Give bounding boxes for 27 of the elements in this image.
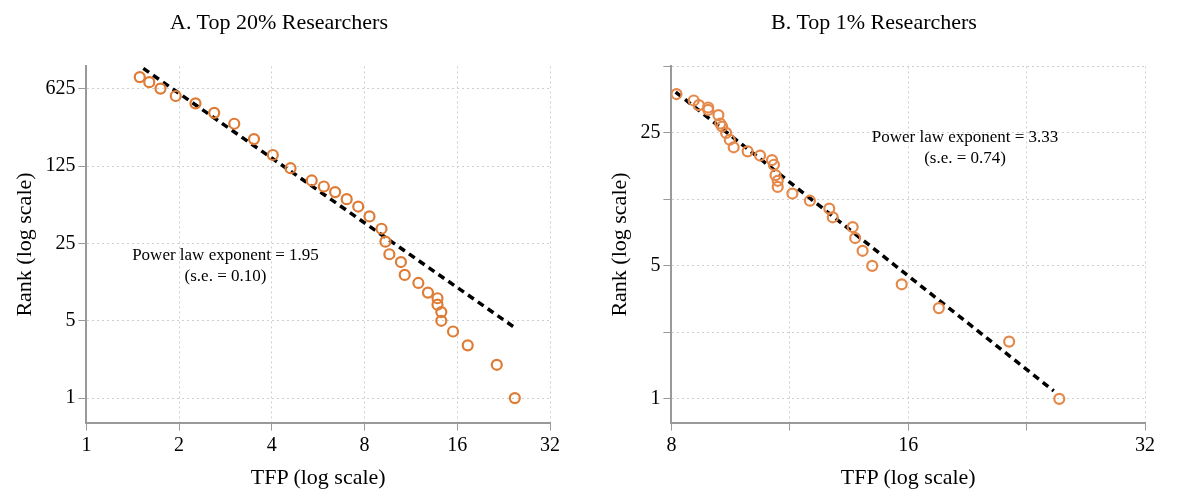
y-axis-title: Rank (log scale) xyxy=(605,172,631,317)
x-axis-title: TFP (log scale) xyxy=(250,463,386,489)
x-tick-label: 1 xyxy=(81,432,92,455)
x-axis-title: TFP (log scale) xyxy=(840,463,976,489)
x-tick-label: 32 xyxy=(540,432,560,455)
annotation: Power law exponent = 1.95 xyxy=(132,244,319,264)
y-tick-label: 1 xyxy=(65,385,76,408)
y-tick-label: 5 xyxy=(650,253,661,276)
x-tick-label: 4 xyxy=(266,432,277,455)
x-tick-label: 8 xyxy=(359,432,370,455)
annotation: (s.e. = 0.10) xyxy=(184,265,267,285)
y-tick-label: 25 xyxy=(640,120,661,143)
y-tick-label: 5 xyxy=(65,308,76,331)
x-tick-label: 16 xyxy=(447,432,468,455)
y-tick-label: 625 xyxy=(45,76,76,99)
y-tick-label: 125 xyxy=(45,153,76,176)
annotation: (s.e. = 0.74) xyxy=(924,148,1006,168)
x-tick-label: 8 xyxy=(666,432,677,455)
chart-title: A. Top 20% Researchers xyxy=(170,8,388,34)
x-tick-label: 2 xyxy=(174,432,185,455)
annotation: Power law exponent = 3.33 xyxy=(871,127,1059,147)
y-axis-title: Rank (log scale) xyxy=(10,172,36,317)
x-tick-label: 32 xyxy=(1135,432,1155,455)
x-tick-label: 16 xyxy=(898,432,919,455)
y-tick-label: 25 xyxy=(55,230,76,253)
y-tick-label: 1 xyxy=(650,386,661,409)
chart-title: B. Top 1% Researchers xyxy=(771,8,977,34)
